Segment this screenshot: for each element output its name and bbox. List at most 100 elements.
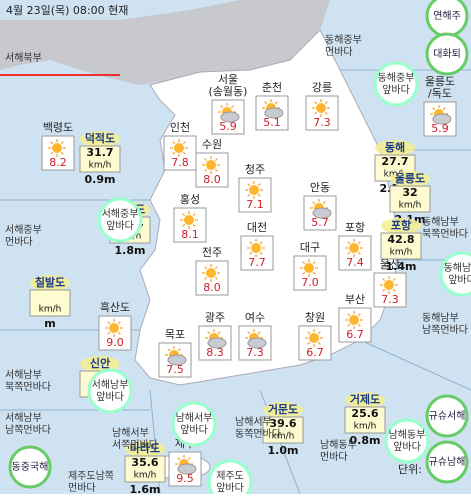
city-temp: 9.5 [176,472,194,485]
sun-ray [357,323,361,327]
sun [349,243,359,253]
zone-label: 남쪽먼바다 [422,324,468,336]
sun-ray [259,241,263,245]
city-temp: 7.8 [171,156,189,169]
city-name: 서울 [218,73,238,86]
buoy-wave: 1.8m [115,244,146,257]
sun-ray [307,341,311,345]
region-button[interactable] [8,445,52,489]
sun-ray [204,158,208,162]
sun-ray [182,141,186,145]
city-temp: 7.7 [248,256,266,269]
region-button-label[interactable]: 규슈서해 [429,409,466,422]
sun-ray [257,331,261,335]
sun-ray [324,111,328,115]
buoy-glow [263,402,303,418]
sun-ray [204,168,208,172]
city-box [173,207,207,243]
buoy-name: 신안 [90,356,110,370]
sun-ray [220,105,224,109]
buoy-wind: 25.6 [351,407,378,420]
sun-ray [60,141,64,145]
cloud [167,354,187,366]
sun-ray [172,151,176,155]
sun-ray [60,151,64,155]
zone-badge [439,251,471,297]
cloud [177,463,197,475]
buoy-wave: m [44,317,55,330]
city-name: 창원 [305,311,325,324]
zone-label: 제주도 [216,470,244,482]
city-temp: 7.1 [246,198,264,211]
sun-ray [249,241,253,245]
region-button-label[interactable]: 연해주 [433,9,461,22]
sun-ray [182,223,186,227]
city-temp: 8.3 [206,346,224,359]
buoy-glow [80,356,120,372]
city-temp: 7.0 [301,276,319,289]
zone-badge [373,61,419,107]
cloud [264,107,284,119]
sun [249,185,259,195]
city-name: 전주 [202,246,222,259]
city-name: 울산 [380,258,400,271]
city-box [298,325,332,361]
sun-ray [392,288,396,292]
sun-ray [107,331,111,335]
region-button-label[interactable]: 대화퇴 [433,48,461,60]
city-box [373,272,407,308]
city-name: 울릉도 [425,75,455,88]
sun-ray [182,213,186,217]
zone-label: 동해남부 [444,261,471,274]
zone-label: 제주도남쪽 [68,470,114,482]
buoy-box [124,455,166,483]
zone-label: 먼바다 [320,451,348,463]
buoy-unit: km/h [354,422,377,432]
city-box [338,235,372,271]
zone-label: 동해남부 [422,311,459,324]
region-button-label[interactable]: 규슈남해 [429,455,466,468]
city-box [195,152,229,188]
zone-label: 북쪽먼바다 [422,228,468,240]
city-sub: /독도 [428,87,452,100]
zone-label: 서해남부 [5,368,42,381]
zone-badge [97,197,143,243]
region-button[interactable] [425,394,469,438]
sun-ray [50,141,54,145]
sun-ray [259,251,263,255]
zone-badge [384,418,430,464]
sun-ray [382,278,386,282]
buoy-wind: 39.6 [269,417,296,430]
buoy-name: 덕적도 [85,131,115,145]
city-name: 포항 [345,221,365,234]
city-sub: (송월동) [209,85,248,98]
buoy-unit: km/h [390,248,413,258]
region-button-label[interactable]: 동중국해 [12,460,49,473]
buoy-wind: 35.6 [131,456,158,469]
sun-ray [307,331,311,335]
sun-ray [347,251,351,255]
cloud [220,111,240,123]
sun [349,315,359,325]
sun-ray [230,105,234,109]
sun-ray [324,101,328,105]
city-box [41,135,75,171]
zone-label: 앞바다 [180,424,208,436]
buoy-box [344,406,386,434]
zone-label: 남해서부 [235,415,272,428]
zone-badge [207,459,253,498]
city-name: 강릉 [312,81,332,94]
city-name: 춘천 [262,80,282,94]
zone-label: 남해서부 [176,411,213,424]
region-button[interactable] [425,32,469,76]
sun-ray [347,313,351,317]
zone-label: 앞바다 [382,84,410,96]
region-button[interactable] [425,440,469,484]
city-name: 대구 [300,241,320,254]
sun-ray [214,266,218,270]
sun-ray [317,331,321,335]
zone-label: 북쪽먼바다 [5,381,51,393]
buoy-unit: km/h [272,432,295,442]
sun-ray [274,101,278,105]
